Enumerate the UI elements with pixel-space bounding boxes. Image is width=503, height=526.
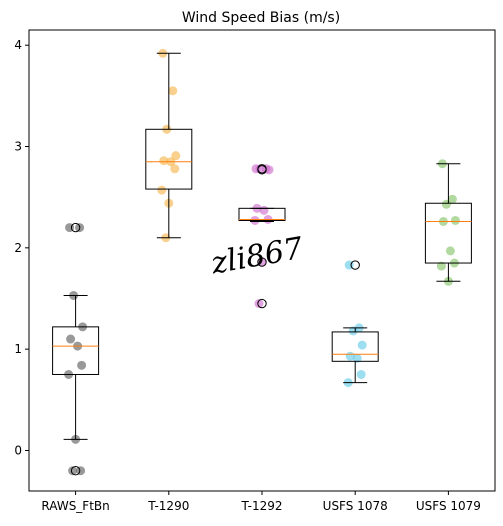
x-tick-label: RAWS_FtBn <box>41 499 109 513</box>
box-iqr <box>52 326 100 375</box>
data-point <box>168 86 178 96</box>
data-point <box>171 151 181 161</box>
box-group <box>145 48 193 243</box>
x-tick-label: T-1292 <box>240 499 282 513</box>
data-point <box>170 164 180 174</box>
chart-title: Wind Speed Bias (m/s) <box>182 10 340 26</box>
outlier-marker <box>350 260 360 270</box>
y-tick-label: 0 <box>14 443 22 457</box>
data-point <box>77 360 87 370</box>
y-tick-label: 2 <box>14 241 22 255</box>
outlier-marker <box>257 298 267 309</box>
y-tick-label: 1 <box>14 342 22 356</box>
data-point <box>450 215 460 225</box>
outlier-marker <box>70 466 81 476</box>
data-point <box>447 194 457 204</box>
box-group <box>238 164 286 309</box>
x-tick-label: USFS 1078 <box>323 499 388 513</box>
data-point <box>76 466 86 476</box>
y-tick-label: 3 <box>14 140 22 154</box>
x-tick-label: USFS 1079 <box>416 499 481 513</box>
data-point <box>157 185 167 195</box>
box-group <box>424 159 472 286</box>
x-tick-label: T-1290 <box>147 499 189 513</box>
data-point <box>68 466 78 476</box>
box-iqr <box>238 207 286 221</box>
data-point <box>66 334 76 344</box>
data-point <box>159 156 169 166</box>
data-point <box>264 165 274 175</box>
y-tick-label: 4 <box>14 38 22 52</box>
data-point <box>357 340 367 350</box>
box-group <box>331 260 379 388</box>
data-point <box>436 261 446 271</box>
box-iqr <box>331 331 379 362</box>
box-iqr <box>424 202 472 264</box>
outlier-marker <box>70 222 81 233</box>
data-point <box>441 199 451 209</box>
plot-area: 0 1 2 3 4 RAWS_FtBn T-1290 T-1292 USFS 1078 USFS … <box>14 29 496 513</box>
box-iqr <box>145 128 193 190</box>
data-point <box>254 299 264 309</box>
outlier-marker <box>257 257 267 267</box>
data-point <box>445 246 455 256</box>
watermark-text: zli867 <box>208 231 307 282</box>
data-point <box>352 353 362 363</box>
data-point <box>257 257 267 267</box>
box-group <box>52 222 100 476</box>
data-point <box>356 369 366 379</box>
outlier-marker <box>257 165 267 175</box>
data-point <box>259 205 269 215</box>
